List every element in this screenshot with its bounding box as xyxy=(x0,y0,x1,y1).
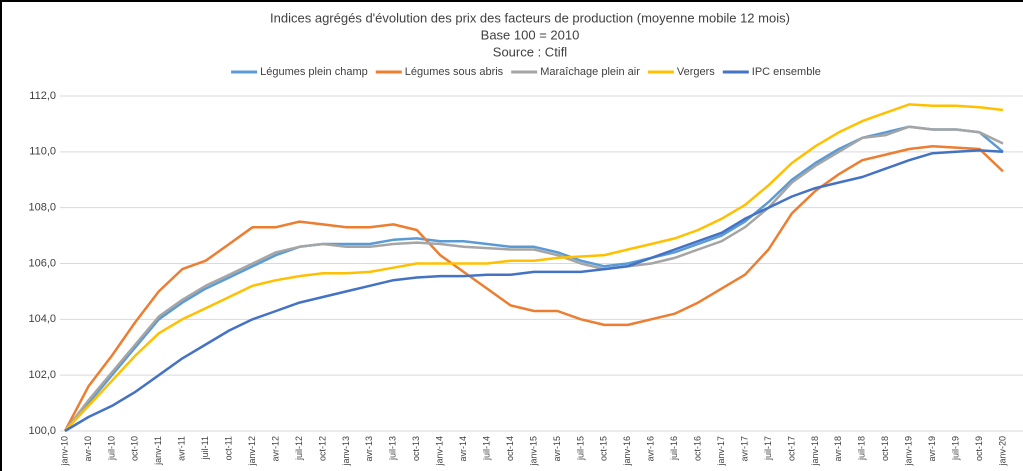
x-tick-label: oct-15 xyxy=(599,436,609,461)
line-series xyxy=(63,144,1004,432)
legend-label: Maraîchage plein air xyxy=(540,66,640,78)
legend-label: Légumes sous abris xyxy=(405,66,504,78)
x-tick-label: oct-10 xyxy=(130,436,140,461)
chart-title: Indices agrégés d'évolution des prix des… xyxy=(270,10,790,25)
x-tick-label: avr-15 xyxy=(552,436,562,462)
x-tick-label: avr-10 xyxy=(83,436,93,462)
legend-label: IPC ensemble xyxy=(752,66,821,78)
x-tick-label: juil-14 xyxy=(481,436,491,461)
x-tick-label: avr-16 xyxy=(646,436,656,462)
x-tick-label: juil-10 xyxy=(106,436,116,461)
chart-source: Source : Ctifl xyxy=(493,44,568,59)
x-tick-label: oct-18 xyxy=(880,436,890,461)
x-tick-label: oct-12 xyxy=(317,436,327,461)
y-tick-label: 102,0 xyxy=(28,369,56,381)
x-tick-label: janv-18 xyxy=(810,436,820,467)
x-tick-label: avr-19 xyxy=(927,436,937,462)
line-series xyxy=(64,125,1004,432)
x-tick-label: avr-18 xyxy=(833,436,843,462)
x-tick-label: janv-17 xyxy=(716,436,726,467)
x-tick-label: oct-19 xyxy=(974,436,984,461)
line-series xyxy=(64,149,1004,433)
y-tick-label: 106,0 xyxy=(28,257,56,269)
x-tick-label: avr-13 xyxy=(364,436,374,462)
x-tick-label: janv-15 xyxy=(528,436,538,467)
x-tick-label: avr-17 xyxy=(739,436,749,462)
line-series xyxy=(64,125,1004,432)
x-tick-label: juil-17 xyxy=(763,436,773,461)
x-tick-label: janv-12 xyxy=(247,436,257,467)
x-tick-label: oct-14 xyxy=(505,436,515,461)
x-tick-label: juil-18 xyxy=(857,436,867,461)
y-tick-label: 100,0 xyxy=(28,425,56,437)
x-tick-label: janv-14 xyxy=(435,436,445,467)
x-tick-label: avr-12 xyxy=(270,436,280,462)
chart-subtitle: Base 100 = 2010 xyxy=(481,27,580,42)
x-tick-label: avr-14 xyxy=(458,436,468,462)
x-tick-label: juil-12 xyxy=(294,436,304,461)
x-tick-label: janv-11 xyxy=(153,436,163,466)
line-series xyxy=(64,103,1004,432)
x-tick-label: janv-13 xyxy=(341,436,351,467)
x-tick-label: janv-16 xyxy=(622,436,632,467)
x-tick-label: juil-15 xyxy=(575,436,585,461)
legend: Légumes plein champ Légumes sous abris Mar… xyxy=(231,66,821,78)
x-tick-label: oct-16 xyxy=(693,436,703,461)
x-tick-label: oct-17 xyxy=(786,436,796,461)
x-tick-label: juil-13 xyxy=(388,436,398,461)
x-tick-label: janv-20 xyxy=(997,436,1007,467)
legend-label: Vergers xyxy=(677,66,715,78)
x-tick-label: oct-13 xyxy=(411,436,421,461)
x-tick-label: oct-11 xyxy=(224,436,234,460)
x-tick-label: juil-19 xyxy=(950,436,960,461)
y-tick-label: 110,0 xyxy=(29,146,56,158)
y-tick-label: 108,0 xyxy=(28,202,56,214)
x-tick-label: juil-11 xyxy=(200,436,210,460)
legend-label: Légumes plein champ xyxy=(260,66,368,78)
x-tick-label: janv-19 xyxy=(904,436,914,467)
y-tick-label: 112,0 xyxy=(29,90,56,102)
y-tick-label: 104,0 xyxy=(28,313,56,325)
x-tick-label: juil-16 xyxy=(669,436,679,461)
x-tick-label: janv-10 xyxy=(59,436,69,467)
x-tick-label: avr-11 xyxy=(177,436,187,461)
